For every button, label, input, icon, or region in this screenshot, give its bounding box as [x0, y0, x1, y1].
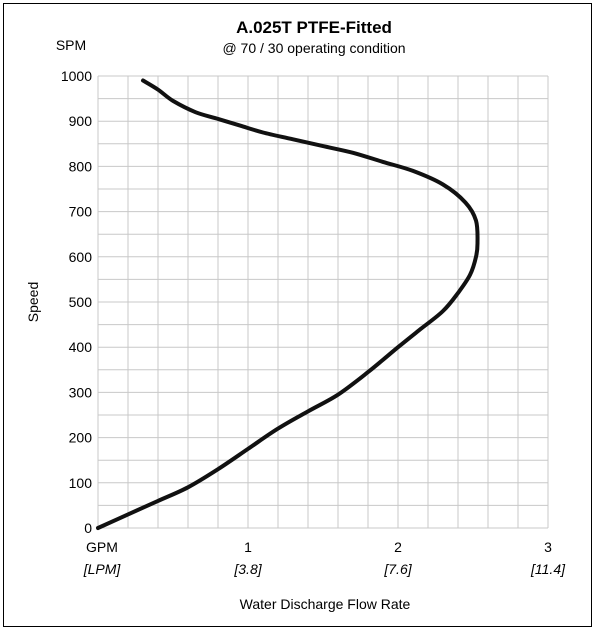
- y-tick-label: 300: [69, 384, 93, 400]
- chart-frame: [3, 3, 592, 627]
- x-tick-sublabel: [11.4]: [530, 561, 566, 577]
- x-unit-primary: GPM: [86, 539, 118, 555]
- x-tick-label: 2: [394, 539, 402, 555]
- y-tick-label: 500: [69, 294, 93, 310]
- x-tick-sublabel: [7.6]: [383, 561, 412, 577]
- y-tick-label: 700: [69, 204, 93, 220]
- chart-title: A.025T PTFE-Fitted: [236, 18, 392, 37]
- x-tick-labels: 1 [3.8] 2 [7.6] 3 [11.4]: [233, 539, 566, 577]
- x-tick-sublabel: [3.8]: [233, 561, 262, 577]
- y-tick-label: 200: [69, 430, 93, 446]
- series-group: [96, 78, 480, 530]
- x-tick-label: 1: [244, 539, 252, 555]
- y-tick-label: 1000: [61, 68, 92, 84]
- y-tick-label: 0: [84, 520, 92, 536]
- y-tick-label: 100: [69, 475, 93, 491]
- y-tick-label: 600: [69, 249, 93, 265]
- y-unit-label: SPM: [56, 37, 86, 53]
- y-tick-label: 400: [69, 339, 93, 355]
- y-tick-labels: 0 100 200 300 400 500 600 700 800 900 1000: [61, 68, 92, 536]
- x-unit-secondary: [LPM]: [83, 561, 122, 577]
- chart-subtitle: @ 70 / 30 operating condition: [222, 40, 405, 56]
- x-axis-label: Water Discharge Flow Rate: [240, 596, 411, 612]
- series-line: [96, 78, 480, 530]
- x-tick-label: 3: [544, 539, 552, 555]
- y-tick-label: 900: [69, 113, 93, 129]
- grid: [97, 75, 549, 529]
- y-tick-label: 800: [69, 158, 93, 174]
- y-axis-label: Speed: [25, 282, 41, 322]
